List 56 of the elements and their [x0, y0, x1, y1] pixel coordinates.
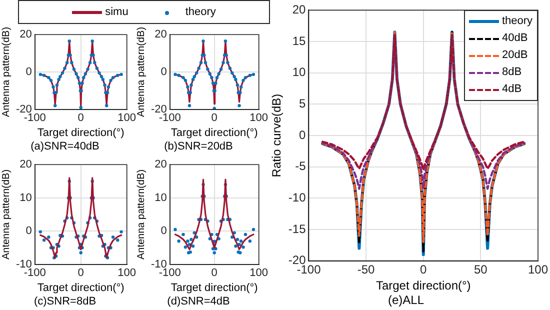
y-tick-label: -10	[288, 190, 306, 204]
legend-label: 4dB	[502, 82, 522, 98]
text: (d)SNR=4dB	[167, 295, 230, 308]
legend-label: theory	[185, 4, 216, 20]
legend-label: 8dB	[502, 65, 522, 80]
y-tick-label: 15	[292, 34, 306, 48]
y-tick-label: 20	[292, 2, 306, 17]
y-tick-label: 0	[160, 225, 167, 238]
x-axis-title: Target direction(°)	[170, 282, 258, 294]
y-axis-title: Antenna pattern(dB)	[136, 26, 147, 118]
y-tick-label: 10	[154, 192, 167, 204]
legend-label: 20dB	[502, 48, 528, 64]
y-axis-title: Antenna pattern(dB)	[0, 169, 12, 260]
legend-label: simu	[105, 4, 128, 20]
y-tick-label: 20	[154, 158, 167, 171]
y-tick-label: 0	[160, 66, 167, 78]
y-tick-label: 0	[26, 225, 32, 238]
y-tick-label: 5	[299, 96, 306, 110]
legend-label: 40dB	[502, 31, 528, 46]
x-tick-label: -100	[24, 267, 46, 280]
x-tick-label: 100	[250, 267, 268, 280]
y-tick-label: 20	[154, 28, 167, 41]
x-tick-label: -100	[24, 112, 46, 124]
x-tick-label: 100	[118, 267, 136, 280]
text: (b)SNR=20dB	[164, 140, 233, 152]
x-axis-title: Target direction(°)	[37, 282, 124, 294]
y-axis-title: Ratio curve(dB)	[270, 94, 284, 178]
y-tick-label: -15	[288, 222, 306, 236]
y-tick-label: 0	[26, 66, 32, 78]
y-tick-label: -5	[295, 159, 306, 174]
x-tick-label: -50	[357, 262, 376, 276]
text: (e)ALL	[388, 293, 424, 308]
x-tick-label: -100	[158, 112, 181, 124]
x-tick-label: 50	[474, 262, 488, 276]
y-axis-title: Antenna pattern(dB)	[136, 169, 147, 260]
y-tick-label: 10	[292, 65, 306, 80]
x-axis-title: Target direction(°)	[37, 127, 124, 140]
y-tick-label: 10	[20, 192, 32, 204]
y-tick-label: 0	[299, 128, 306, 142]
x-tick-label: 100	[528, 262, 548, 276]
legend-label: theory	[502, 14, 533, 30]
x-tick-label: 0	[78, 267, 84, 280]
x-axis-title: Target direction(°)	[376, 278, 471, 293]
x-tick-label: 100	[250, 112, 268, 124]
x-tick-label: 100	[118, 112, 136, 124]
y-tick-label: 20	[20, 158, 32, 171]
x-axis-title: Target direction(°)	[170, 127, 258, 140]
y-axis-title: Antenna pattern(dB)	[0, 26, 12, 118]
text: (c)SNR=8dB	[34, 295, 96, 308]
text: (a)SNR=40dB	[30, 140, 100, 152]
x-tick-label: 0	[78, 112, 84, 124]
x-tick-label: 0	[420, 262, 428, 276]
x-tick-label: 0	[211, 267, 218, 280]
x-tick-label: 0	[211, 112, 218, 124]
x-tick-label: -100	[158, 267, 181, 280]
y-tick-label: 20	[20, 28, 32, 41]
